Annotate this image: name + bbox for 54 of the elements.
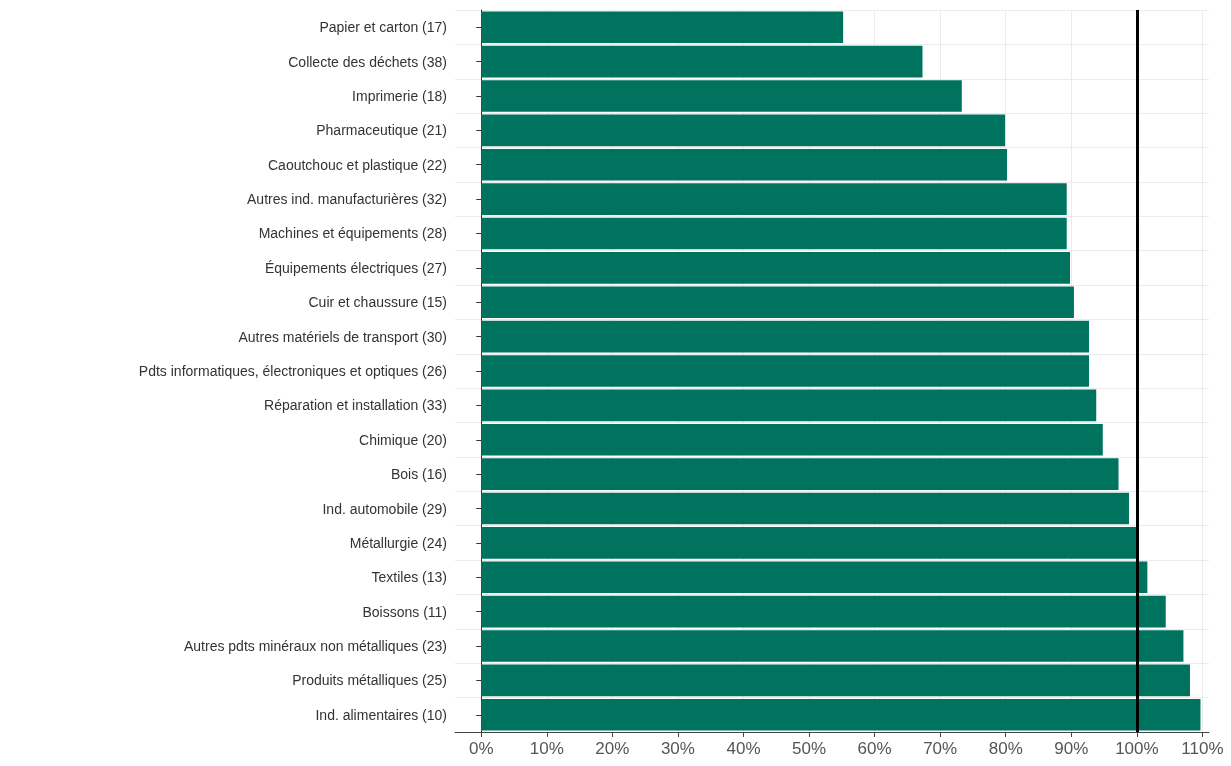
y-tick-label: Ind. alimentaires (10) [315, 706, 447, 723]
y-tick-label: Cuir et chaussure (15) [308, 294, 447, 311]
x-tick-label: 110% [1181, 739, 1224, 758]
y-tick-label: Pharmaceutique (21) [316, 122, 447, 139]
bar [481, 252, 1070, 284]
bar [481, 355, 1090, 387]
y-tick-label: Réparation et installation (33) [264, 397, 447, 414]
y-tick-label: Pdts informatiques, électroniques et optiques (26) [138, 363, 447, 379]
x-tick-label: 0% [468, 739, 494, 758]
x-tick-label: 30% [660, 739, 695, 758]
y-tick-label: Caoutchouc et plastique (22) [268, 156, 447, 173]
bar [481, 595, 1166, 628]
bar [481, 389, 1097, 422]
y-tick-label: Boissons (11) [362, 603, 447, 620]
bar [481, 183, 1067, 215]
bar [481, 320, 1090, 353]
x-tick-label: 20% [595, 739, 630, 758]
bar [481, 423, 1103, 456]
bar [481, 458, 1119, 490]
x-tick-label: 10% [529, 739, 564, 758]
x-tick-label: 80% [988, 739, 1023, 758]
y-tick-label: Machines et équipements (28) [258, 225, 447, 242]
bar [481, 527, 1137, 559]
y-tick-label: Textiles (13) [371, 569, 447, 586]
bar [481, 286, 1074, 319]
x-tick-label: 60% [857, 739, 892, 758]
x-tick-label: 50% [792, 739, 827, 758]
bar [481, 217, 1067, 250]
bar [481, 561, 1148, 594]
y-tick-label: Ind. automobile (29) [322, 500, 447, 517]
x-tick-label: 70% [923, 739, 958, 758]
y-tick-label: Métallurgie (24) [349, 534, 447, 551]
y-tick-label: Autres pdts minéraux non métalliques (23) [183, 638, 447, 655]
bar [481, 664, 1190, 697]
y-tick-label: Bois (16) [390, 466, 447, 483]
y-tick-label: Produits métalliques (25) [292, 672, 447, 689]
x-tick-label: 100% [1115, 739, 1159, 758]
y-tick-label: Collecte des déchets (38) [288, 53, 447, 70]
y-tick-label: Autres matériels de transport (30) [238, 328, 447, 345]
bar [481, 492, 1130, 525]
x-tick-label: 90% [1054, 739, 1089, 758]
bar [481, 11, 844, 44]
x-tick-label: 40% [726, 739, 761, 758]
bar [481, 148, 1008, 181]
y-tick-label: Papier et carton (17) [319, 19, 447, 36]
bar [481, 630, 1184, 662]
y-tick-label: Équipements électriques (27) [264, 259, 447, 276]
y-tick-label: Imprimerie (18) [352, 87, 447, 104]
y-tick-label: Chimique (20) [359, 431, 447, 448]
bar [481, 114, 1006, 147]
bar [481, 80, 962, 112]
y-tick-label: Autres ind. manufacturières (32) [247, 191, 447, 208]
bar [481, 45, 923, 78]
bar [481, 698, 1201, 731]
